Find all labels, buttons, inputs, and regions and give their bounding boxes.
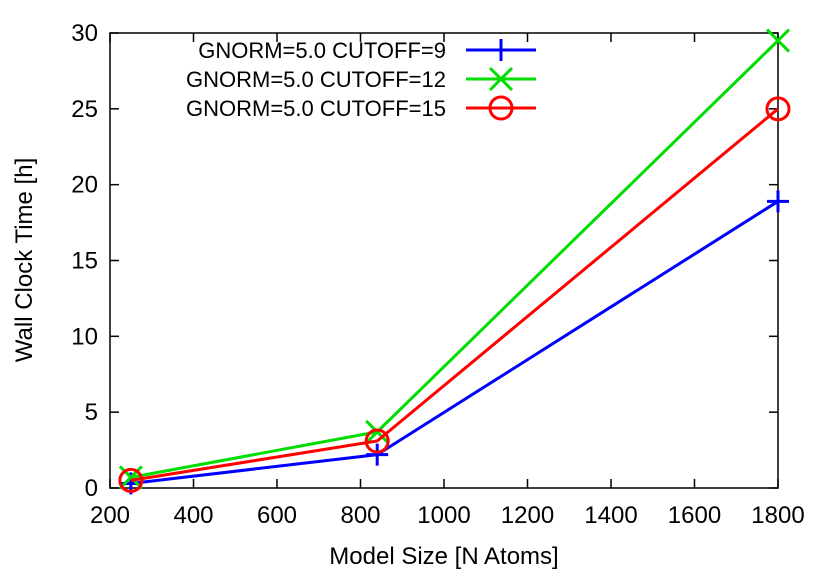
x-tick-label: 800 — [340, 502, 380, 529]
legend-label: GNORM=5.0 CUTOFF=12 — [186, 67, 446, 92]
y-tick-label: 15 — [71, 248, 98, 275]
series-layer — [118, 28, 791, 495]
ticks: 200 400 600 800 1000 1200 1400 1600 1800 0 5 10 15 20… — [71, 20, 804, 529]
y-tick-label: 20 — [71, 172, 98, 199]
data-point — [118, 467, 144, 493]
x-tick-label: 1600 — [668, 502, 721, 529]
legend-marker — [488, 66, 514, 92]
x-tick-label: 400 — [173, 502, 213, 529]
x-tick-label: 1200 — [501, 502, 554, 529]
data-point — [365, 419, 390, 444]
y-axis-title: Wall Clock Time [h] — [11, 158, 38, 362]
x-tick-label: 200 — [90, 502, 130, 529]
y-tick-label: 5 — [85, 399, 98, 426]
y-tick-label: 10 — [71, 323, 98, 350]
legend-label: GNORM=5.0 CUTOFF=15 — [186, 96, 446, 121]
series-line — [130, 200, 779, 485]
data-point — [118, 465, 143, 490]
y-tick-label: 25 — [71, 96, 98, 123]
x-tick-label: 1800 — [751, 502, 804, 529]
series-2 — [118, 28, 791, 490]
series-3 — [118, 96, 791, 493]
series-1 — [119, 190, 789, 495]
legend-label: GNORM=5.0 CUTOFF=9 — [198, 38, 446, 63]
data-point — [366, 443, 389, 466]
legend: GNORM=5.0 CUTOFF=9 GNORM=5.0 CUTOFF=12 GNO… — [186, 38, 536, 121]
legend-marker — [490, 39, 512, 61]
x-axis-title: Model Size [N Atoms] — [329, 543, 558, 570]
legend-marker — [488, 95, 514, 121]
legend-entry: GNORM=5.0 CUTOFF=15 — [186, 95, 536, 121]
x-tick-label: 1000 — [417, 502, 470, 529]
data-point — [765, 96, 791, 122]
data-point — [767, 190, 789, 213]
x-tick-label: 1400 — [584, 502, 637, 529]
data-point — [765, 28, 791, 53]
series-line — [130, 107, 779, 482]
legend-entry: GNORM=5.0 CUTOFF=12 — [186, 66, 536, 92]
x-tick-label: 600 — [257, 502, 297, 529]
y-tick-label: 30 — [71, 20, 98, 47]
data-point — [364, 428, 390, 454]
legend-entry: GNORM=5.0 CUTOFF=9 — [198, 38, 536, 63]
y-tick-label: 0 — [85, 475, 98, 502]
